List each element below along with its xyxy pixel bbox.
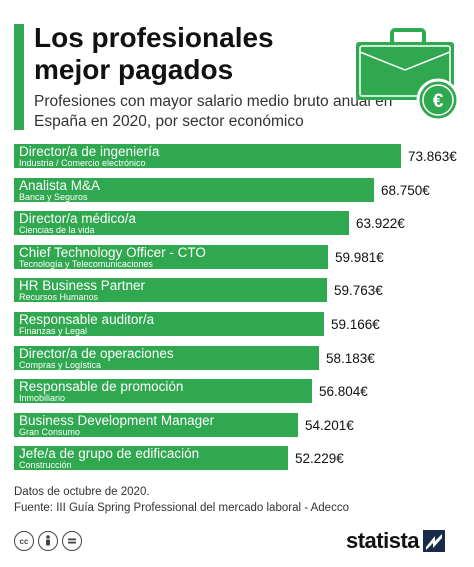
bar-value-label: 58.183€ <box>326 351 375 366</box>
bar: HR Business Partner Recursos Humanos <box>14 278 327 302</box>
bar-label: Responsable auditor/a <box>19 312 155 327</box>
bar: Business Development Manager Gran Consumo <box>14 413 298 437</box>
bar-label: Business Development Manager <box>19 413 215 428</box>
page-title: Los profesionales mejor pagados <box>34 22 274 85</box>
bar-value-label: 59.763€ <box>334 283 383 298</box>
title-accent-bar <box>14 24 24 130</box>
bar: Responsable auditor/a Finanzas y Legal <box>14 312 324 336</box>
bar-value-label: 52.229€ <box>295 451 344 466</box>
bar-sector-label: Gran Consumo <box>19 427 81 437</box>
bar-label: Jefe/a de grupo de edificación <box>19 446 200 461</box>
bar-label: Responsable de promoción <box>19 379 184 394</box>
bar-value-label: 68.750€ <box>381 183 430 198</box>
nd-icon[interactable] <box>62 531 82 551</box>
bar: Jefe/a de grupo de edificación Construcci… <box>14 446 288 470</box>
bar-row: Director/a de ingeniería Industria / Come… <box>14 144 464 168</box>
bar-value-label: 63.922€ <box>356 216 405 231</box>
bar-row: Responsable auditor/a Finanzas y Legal 59.… <box>14 312 464 336</box>
svg-text:€: € <box>433 91 444 112</box>
brand-name: statista <box>346 528 420 553</box>
bar-label: Director/a médico/a <box>19 211 137 226</box>
bar-label: HR Business Partner <box>19 278 146 293</box>
bar-label: Chief Technology Officer - CTO <box>19 245 206 260</box>
bar-sector-label: Construcción <box>19 460 72 470</box>
bar: Director/a médico/a Ciencias de la vida <box>14 211 349 235</box>
briefcase-euro-icon: € <box>356 28 458 122</box>
bar-sector-label: Recursos Humanos <box>19 292 99 302</box>
bar-sector-label: Banca y Seguros <box>19 192 88 202</box>
bar-row: Jefe/a de grupo de edificación Construcci… <box>14 446 464 470</box>
bar-sector-label: Compras y Logística <box>19 360 102 370</box>
page-subtitle: Profesiones con mayor salario medio brut… <box>34 93 393 130</box>
bar: Responsable de promoción Inmobiliario <box>14 379 312 403</box>
cc-icon[interactable]: cc <box>14 531 34 551</box>
license-icons: cc <box>14 531 82 551</box>
bar: Chief Technology Officer - CTO Tecnología… <box>14 245 328 269</box>
footnote: Datos de octubre de 2020. Fuente: III Gu… <box>14 484 349 516</box>
bar-value-label: 59.981€ <box>335 250 384 265</box>
bar-row: Analista M&A Banca y Seguros 68.750€ <box>14 178 464 202</box>
bar-value-label: 54.201€ <box>305 418 354 433</box>
bar-sector-label: Tecnología y Telecomunicaciones <box>19 259 153 269</box>
bar-row: Responsable de promoción Inmobiliario 56.8… <box>14 379 464 403</box>
bar-value-label: 56.804€ <box>319 384 368 399</box>
bar-value-label: 73.863€ <box>408 149 457 164</box>
bar: Director/a de operaciones Compras y Logís… <box>14 346 319 370</box>
bar: Analista M&A Banca y Seguros <box>14 178 374 202</box>
statista-logo[interactable]: statista <box>346 528 446 554</box>
source-note: Fuente: III Guía Spring Professional del… <box>14 502 349 514</box>
bar-row: Business Development Manager Gran Consumo… <box>14 413 464 437</box>
bar-sector-label: Finanzas y Legal <box>19 326 88 336</box>
bar-label: Analista M&A <box>19 178 101 193</box>
bar-label: Director/a de ingeniería <box>19 144 160 159</box>
bar-row: Director/a médico/a Ciencias de la vida 63… <box>14 211 464 235</box>
bar-row: Chief Technology Officer - CTO Tecnología… <box>14 245 464 269</box>
bar-sector-label: Inmobiliario <box>19 393 66 403</box>
by-icon[interactable] <box>38 531 58 551</box>
bar-value-label: 59.166€ <box>331 317 380 332</box>
bar-label: Director/a de operaciones <box>19 346 174 361</box>
bar-sector-label: Industria / Comercio electrónico <box>19 158 146 168</box>
bar: Director/a de ingeniería Industria / Come… <box>14 144 401 168</box>
bar-row: Director/a de operaciones Compras y Logís… <box>14 346 464 370</box>
date-note: Datos de octubre de 2020. <box>14 486 150 498</box>
bar-row: HR Business Partner Recursos Humanos 59.76… <box>14 278 464 302</box>
statista-logo-icon <box>423 530 446 552</box>
bar-sector-label: Ciencias de la vida <box>19 225 95 235</box>
